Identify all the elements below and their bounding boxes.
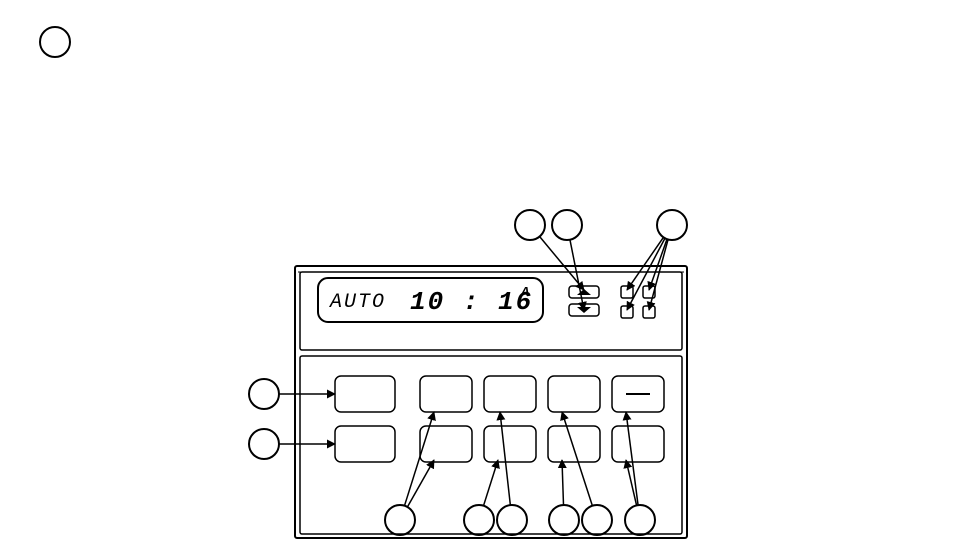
callout-left-2 — [249, 429, 279, 459]
callout-bot-3 — [497, 505, 527, 535]
btn-r1c4[interactable] — [548, 376, 600, 412]
btn-r2c4[interactable] — [548, 426, 600, 462]
lcd-ampm-text: A — [520, 285, 529, 301]
callout-bot-5 — [582, 505, 612, 535]
btn-r2c1[interactable] — [335, 426, 395, 462]
lcd-time-text: 10 : 16 — [410, 287, 533, 317]
btn-r1c3[interactable] — [484, 376, 536, 412]
btn-r1c1[interactable] — [335, 376, 395, 412]
btn-r1c2[interactable] — [420, 376, 472, 412]
btn-r2c5[interactable] — [612, 426, 664, 462]
keypad-section — [300, 356, 682, 534]
callout-up — [515, 210, 545, 240]
callout-bot-6 — [625, 505, 655, 535]
callout-corner — [40, 27, 70, 57]
leader-line — [540, 237, 584, 290]
callout-left-1 — [249, 379, 279, 409]
indicator-1 — [621, 286, 633, 298]
leader-line — [562, 460, 564, 505]
callout-down — [552, 210, 582, 240]
callout-bot-2 — [464, 505, 494, 535]
leader-line — [484, 460, 498, 506]
leader-line — [405, 412, 434, 506]
indicator-3 — [621, 306, 633, 318]
callout-ind — [657, 210, 687, 240]
callout-bot-4 — [549, 505, 579, 535]
btn-r2c3[interactable] — [484, 426, 536, 462]
callout-bot-1 — [385, 505, 415, 535]
lcd-mode-text: AUTO — [328, 291, 386, 314]
